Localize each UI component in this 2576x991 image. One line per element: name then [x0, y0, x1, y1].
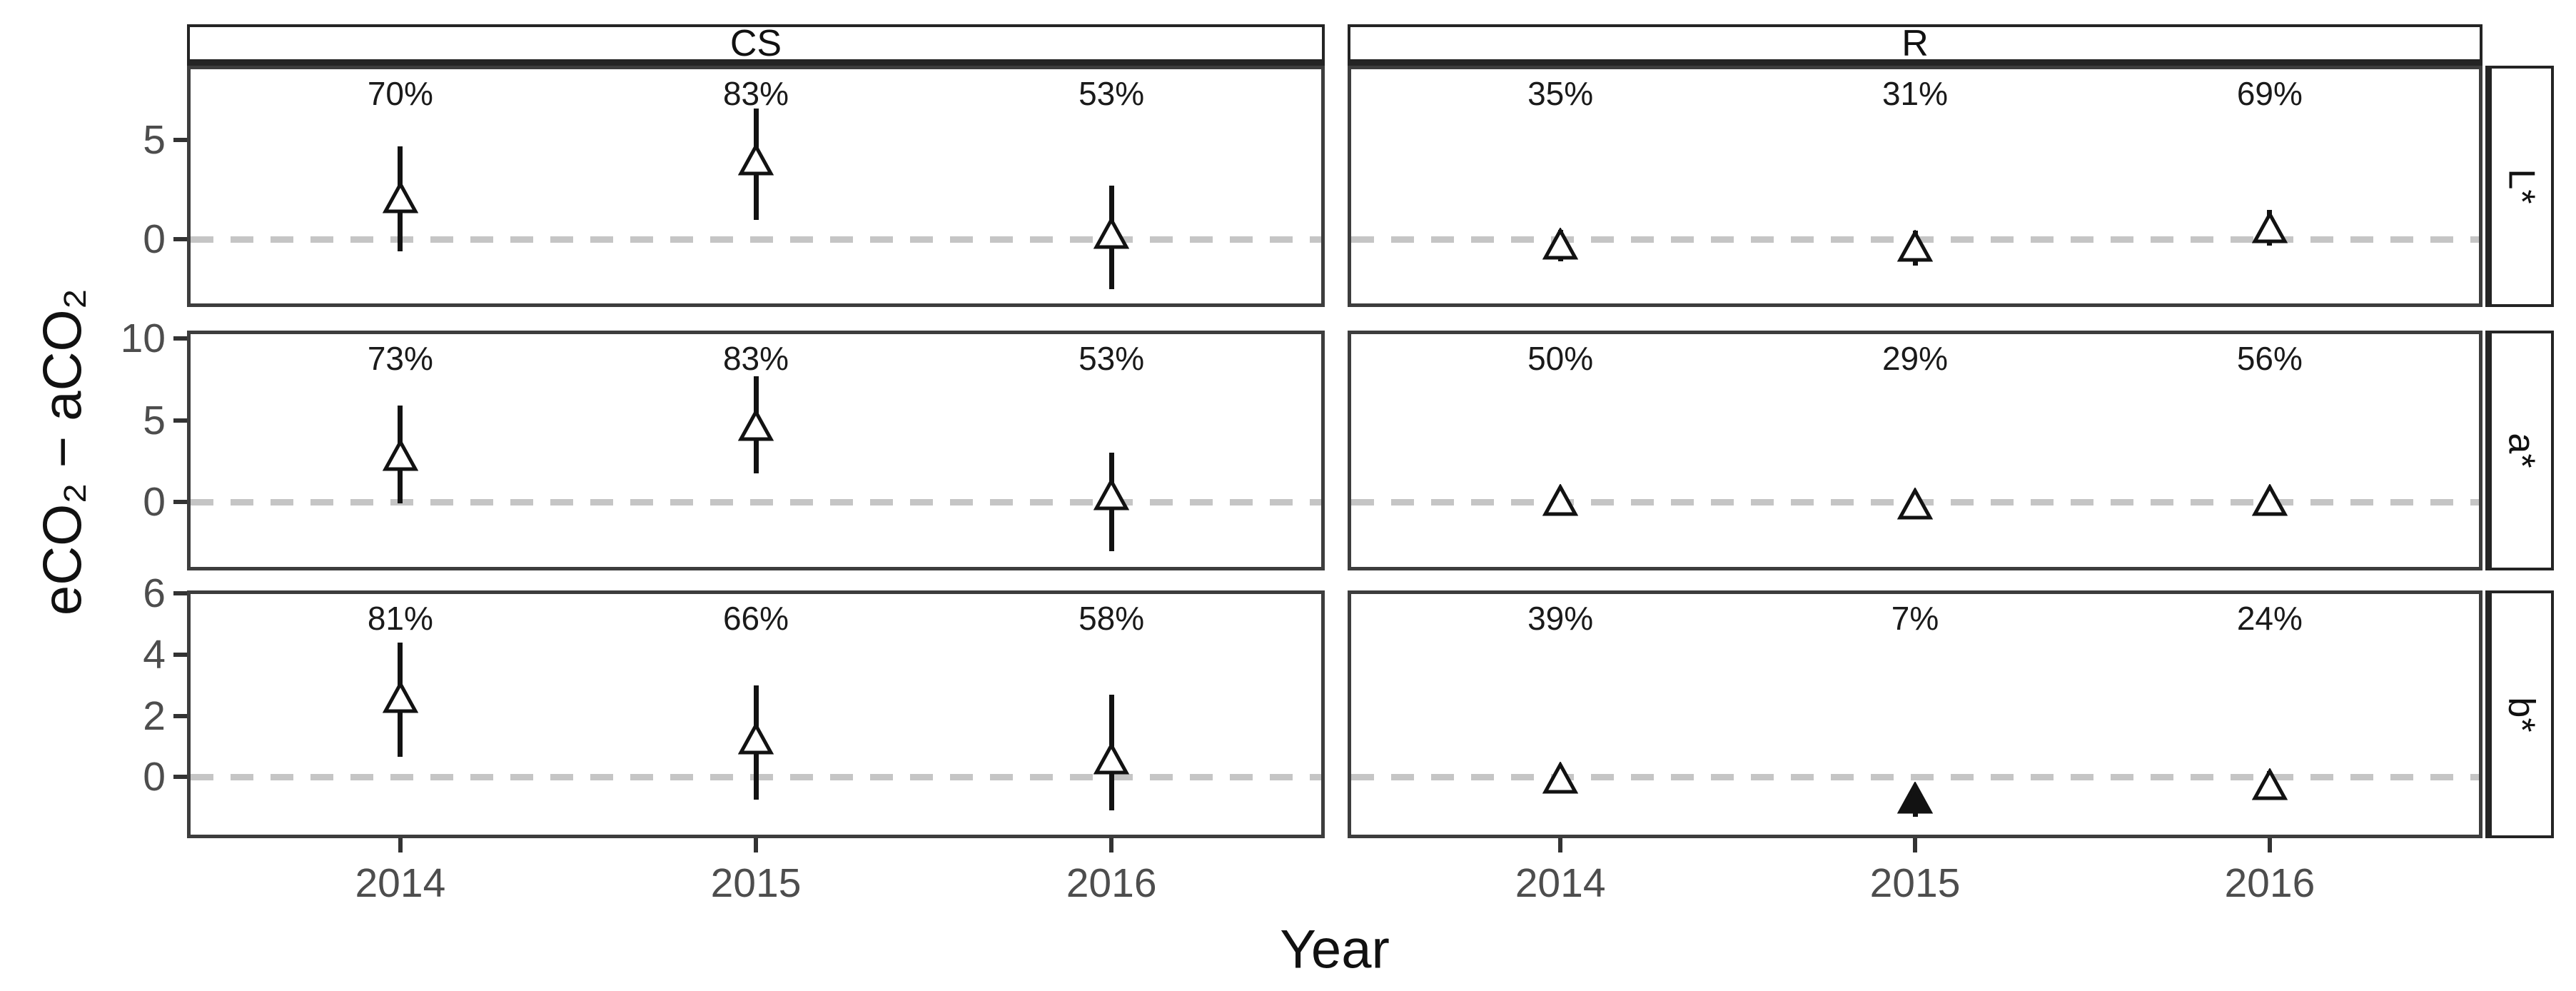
x-tick-mark: [1558, 838, 1563, 852]
facet-column-label: R: [1901, 22, 1929, 64]
facet-row-label: a*: [2500, 433, 2542, 468]
y-tick-label: 4: [143, 631, 166, 678]
triangle-marker-open: [1542, 227, 1579, 264]
x-tick-label: 2015: [710, 860, 802, 906]
triangle-marker-filled: [1896, 781, 1934, 818]
percent-label: 53%: [1079, 75, 1145, 112]
y-tick-mark: [173, 418, 187, 423]
x-tick-mark: [2267, 838, 2272, 852]
x-tick-mark: [1109, 838, 1114, 852]
y-tick-label: 5: [143, 397, 166, 443]
facet-row-label: b*: [2500, 696, 2542, 733]
zero-dashed-line: [1351, 773, 2479, 780]
y-tick-label: 0: [143, 754, 166, 800]
x-tick-label: 2014: [1515, 860, 1606, 906]
facet-row-label: L*: [2500, 168, 2542, 204]
triangle-marker-open: [1093, 216, 1130, 253]
percent-label: 73%: [367, 340, 433, 377]
facet-column-label: CS: [729, 22, 782, 64]
y-tick-mark: [173, 237, 187, 242]
triangle-marker-open: [1542, 483, 1579, 520]
triangle-marker-open: [737, 721, 774, 759]
y-tick-mark: [173, 336, 187, 341]
y-tick-label: 0: [143, 216, 166, 263]
x-tick-label: 2016: [2224, 860, 2315, 906]
x-tick-mark: [1913, 838, 1917, 852]
zero-dashed-line: [191, 498, 1321, 505]
percent-label: 69%: [2236, 75, 2303, 112]
percent-label: 53%: [1079, 340, 1145, 377]
panel-R-a: [1348, 331, 2482, 570]
percent-label: 39%: [1527, 600, 1594, 637]
x-tick-mark: [398, 838, 403, 852]
percent-label: 58%: [1079, 600, 1145, 637]
percent-label: 56%: [2236, 340, 2303, 377]
triangle-marker-open: [382, 438, 419, 476]
x-tick-label: 2016: [1066, 860, 1157, 906]
x-tick-label: 2015: [1869, 860, 1961, 906]
triangle-marker-open: [382, 680, 419, 718]
percent-label: 31%: [1882, 75, 1949, 112]
percent-label: 24%: [2236, 600, 2303, 637]
triangle-marker-open: [1542, 761, 1579, 798]
triangle-marker-open: [2251, 483, 2288, 520]
triangle-marker-open: [1093, 741, 1130, 779]
y-tick-mark: [173, 652, 187, 657]
y-tick-mark: [173, 713, 187, 718]
facet-row-strip-a: a*: [2485, 331, 2554, 570]
y-tick-label: 5: [143, 117, 166, 164]
percent-label: 7%: [1891, 600, 1939, 637]
x-tick-mark: [754, 838, 758, 852]
y-tick-mark: [173, 138, 187, 143]
triangle-marker-open: [737, 408, 774, 446]
triangle-marker-open: [382, 180, 419, 218]
triangle-marker-open: [2251, 210, 2288, 248]
y-tick-label: 0: [143, 479, 166, 525]
percent-label: 66%: [722, 600, 789, 637]
percent-label: 70%: [367, 75, 433, 112]
y-tick-mark: [173, 591, 187, 596]
y-tick-mark: [173, 500, 187, 504]
triangle-marker-open: [1896, 487, 1934, 524]
percent-label: 81%: [367, 600, 433, 637]
zero-dashed-line: [191, 236, 1321, 243]
y-tick-label: 2: [143, 693, 166, 739]
percent-label: 35%: [1527, 75, 1594, 112]
percent-label: 29%: [1882, 340, 1949, 377]
y-tick-mark: [173, 775, 187, 780]
triangle-marker-open: [1896, 228, 1934, 266]
facet-column-strip-R: R: [1348, 22, 2482, 66]
facet-column-strip-CS: CS: [187, 22, 1325, 66]
facet-row-strip-b: b*: [2485, 590, 2554, 838]
triangle-marker-open: [1093, 477, 1130, 515]
x-tick-label: 2014: [355, 860, 446, 906]
y-tick-label: 10: [120, 316, 166, 362]
triangle-marker-open: [737, 142, 774, 180]
percent-label: 83%: [722, 340, 789, 377]
facet-row-strip-L: L*: [2485, 66, 2554, 307]
percent-label: 83%: [722, 75, 789, 112]
percent-label: 50%: [1527, 340, 1594, 377]
panel-R-L: [1348, 66, 2482, 307]
x-axis-title: Year: [1280, 919, 1390, 980]
y-tick-label: 6: [143, 570, 166, 617]
triangle-marker-open: [2251, 767, 2288, 805]
